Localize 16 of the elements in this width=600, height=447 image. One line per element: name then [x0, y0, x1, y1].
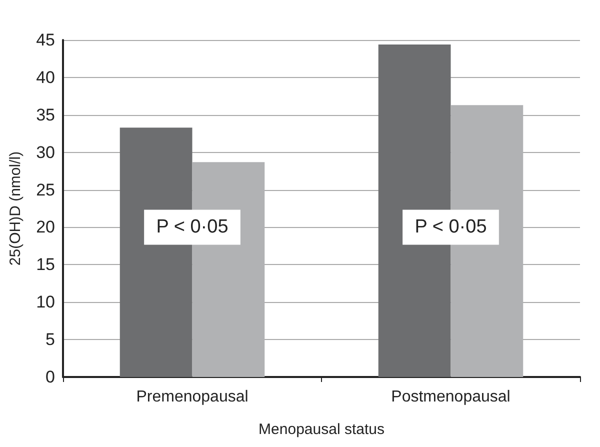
y-tick-label: 45	[36, 30, 55, 50]
y-tick-label: 35	[36, 105, 55, 124]
y-tick-label: 5	[46, 330, 55, 350]
annotation: P < 0·05	[156, 216, 228, 238]
y-tick-label: 10	[36, 292, 55, 312]
x-tick-label: Premenopausal	[136, 388, 248, 406]
x-tick-label: Postmenopausal	[391, 388, 510, 406]
x-axis-title: Menopausal status	[258, 421, 384, 438]
y-tick-label: 25	[36, 180, 55, 200]
y-tick-label: 20	[36, 218, 55, 237]
y-tick-label: 0	[46, 368, 55, 386]
y-tick-label: 40	[36, 68, 55, 87]
y-axis-title: 25(OH)D (nmol/l)	[7, 151, 24, 266]
y-tick-label: 15	[36, 255, 55, 274]
y-tick-label: 30	[36, 142, 55, 162]
annotation: P < 0·05	[414, 216, 487, 238]
